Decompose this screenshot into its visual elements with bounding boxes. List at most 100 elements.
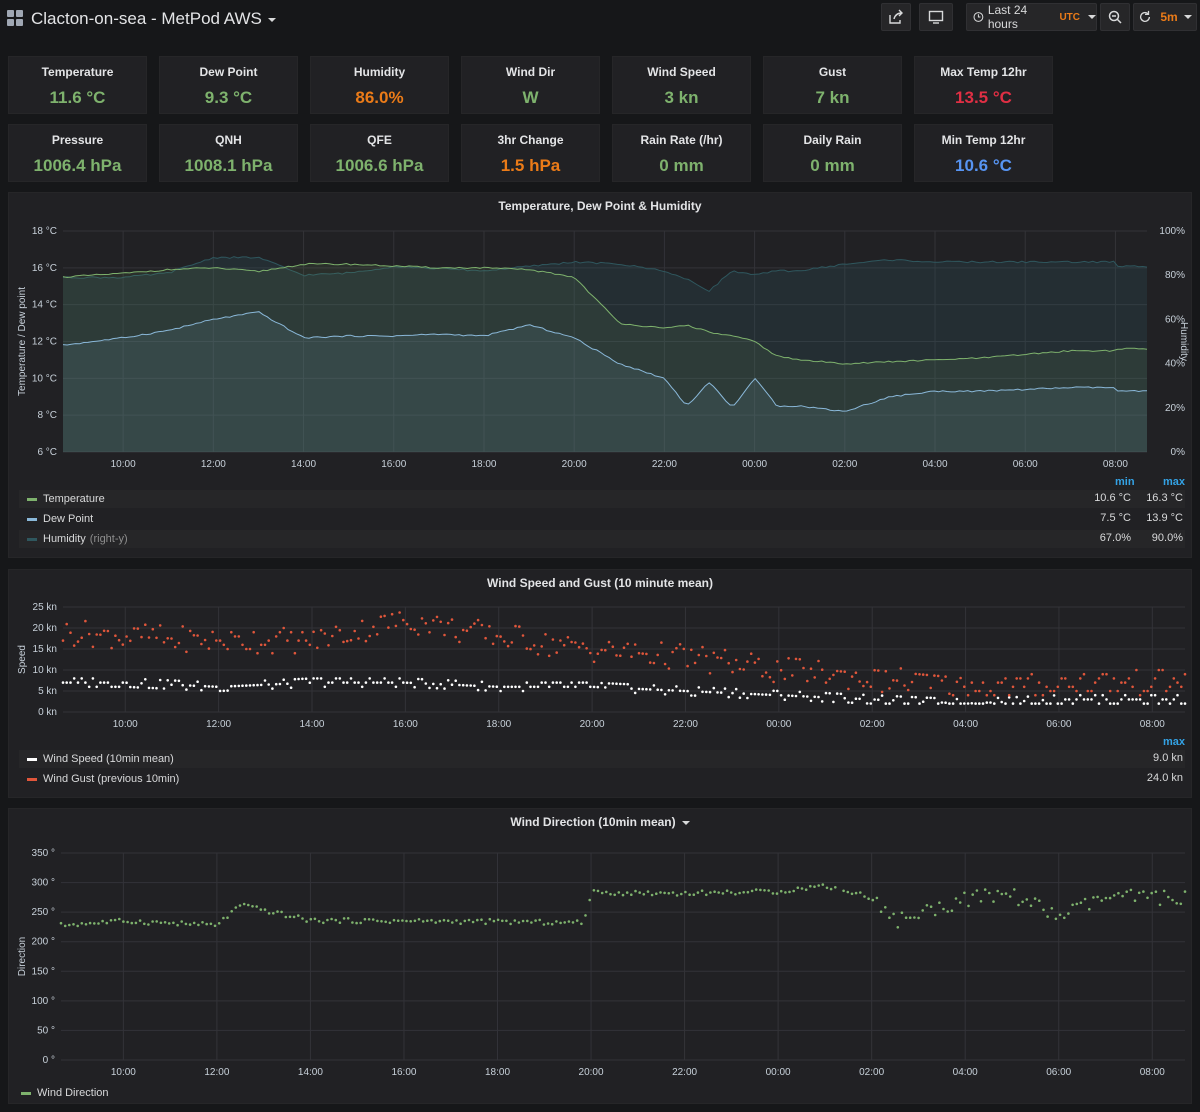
data-point xyxy=(1033,897,1037,900)
panel-title: Wind Direction (10min mean) xyxy=(510,815,676,829)
data-point xyxy=(117,685,121,689)
data-point xyxy=(349,677,353,680)
data-point xyxy=(753,661,757,664)
data-point xyxy=(642,893,646,896)
data-point xyxy=(779,668,783,672)
stat-panel-wind-speed[interactable]: Wind Speed 3 kn xyxy=(612,56,751,114)
temperature-panel[interactable]: Temperature, Dew Point & Humidity 18 °C 1… xyxy=(8,192,1192,558)
legend-item-dew-point[interactable]: Dew Point 7.5 °C 13.9 °C xyxy=(19,510,1185,528)
data-point xyxy=(983,888,987,891)
data-point xyxy=(509,922,512,926)
data-point xyxy=(1121,894,1124,898)
data-point xyxy=(1172,698,1176,701)
data-point xyxy=(988,891,991,895)
series-line-temperature[interactable] xyxy=(62,262,1148,365)
stat-panel-pressure[interactable]: Pressure 1006.4 hPa xyxy=(8,124,147,182)
data-point xyxy=(503,640,506,643)
data-point xyxy=(566,636,570,639)
dashboard-title[interactable]: Clacton-on-sea - MetPod AWS xyxy=(31,9,276,29)
y-tick-label: 12 °C xyxy=(32,337,57,348)
data-point xyxy=(914,695,917,699)
data-point xyxy=(438,919,442,923)
tv-mode-button[interactable] xyxy=(919,3,953,31)
time-picker-button[interactable]: Last 24 hours UTC xyxy=(966,3,1097,31)
share-button[interactable] xyxy=(881,3,911,31)
data-point xyxy=(742,668,745,671)
data-point xyxy=(432,682,435,686)
data-point xyxy=(1079,677,1082,680)
stat-panel-qnh[interactable]: QNH 1008.1 hPa xyxy=(159,124,298,182)
data-point xyxy=(114,634,117,637)
legend-item-wind-speed[interactable]: Wind Speed (10min mean) 9.0 kn xyxy=(19,750,1185,768)
data-point xyxy=(1071,903,1074,907)
stat-panel-qfe[interactable]: QFE 1006.6 hPa xyxy=(310,124,449,182)
x-tick-label: 14:00 xyxy=(298,1067,323,1078)
dashboard-grid-icon[interactable] xyxy=(7,10,23,26)
data-point xyxy=(1064,677,1067,680)
stat-panel-daily-rain[interactable]: Daily Rain 0 mm xyxy=(763,124,902,182)
data-point xyxy=(686,689,689,693)
data-point xyxy=(1142,702,1146,705)
series-line-humidity[interactable] xyxy=(62,256,1148,293)
wind-speed-chart[interactable]: 25 kn 20 kn 15 kn 10 kn 5 kn 0 kn 10:00 12:00 14… xyxy=(9,570,1193,799)
data-point xyxy=(734,687,738,691)
legend-item-wind-direction[interactable]: Wind Direction xyxy=(13,1084,109,1102)
data-point xyxy=(925,904,929,907)
data-point xyxy=(580,922,583,926)
data-point xyxy=(675,646,678,650)
data-point xyxy=(147,686,151,690)
wind-direction-chart[interactable]: 350 ° 300 ° 250 ° 200 ° 150 ° 100 ° 50 ° 0 ° 10:… xyxy=(9,809,1193,1105)
stat-panel-humidity[interactable]: Humidity 86.0% xyxy=(310,56,449,114)
data-point xyxy=(196,680,199,683)
x-tick-label: 18:00 xyxy=(486,719,511,730)
data-point xyxy=(424,622,428,625)
data-point xyxy=(1067,685,1071,689)
x-tick-label: 14:00 xyxy=(291,459,316,470)
legend-item-temperature[interactable]: Temperature 10.6 °C 16.3 °C xyxy=(19,490,1185,508)
panel-title-dropdown[interactable]: Wind Direction (10min mean) xyxy=(9,815,1191,829)
temperature-chart[interactable]: 18 °C 16 °C 14 °C 12 °C 10 °C 8 °C 6 °C 10:00 12… xyxy=(9,193,1193,559)
data-point xyxy=(1041,693,1045,697)
stat-panel-wind-dir[interactable]: Wind Dir W xyxy=(461,56,600,114)
data-point xyxy=(259,908,263,911)
stat-panel-min-temp-12hr[interactable]: Min Temp 12hr 10.6 °C xyxy=(914,124,1053,182)
data-point xyxy=(936,702,940,705)
stat-panel-temperature[interactable]: Temperature 11.6 °C xyxy=(8,56,147,114)
legend-item-wind-gust[interactable]: Wind Gust (previous 10min) 24.0 kn xyxy=(19,770,1185,788)
x-tick-label: 08:00 xyxy=(1140,719,1165,730)
data-point xyxy=(913,916,916,919)
data-point xyxy=(925,696,929,699)
legend-item-humidity[interactable]: Humidity (right-y) 67.0% 90.0% xyxy=(19,530,1185,548)
data-point xyxy=(884,702,888,705)
data-point xyxy=(908,916,912,919)
data-point xyxy=(510,685,514,689)
data-point xyxy=(1183,672,1187,676)
data-point xyxy=(544,633,547,636)
wind-speed-panel[interactable]: Wind Speed and Gust (10 minute mean) 25 … xyxy=(8,569,1192,798)
data-point xyxy=(446,621,450,625)
data-point xyxy=(114,685,117,689)
legend-max-value: 13.9 °C xyxy=(1146,512,1183,524)
data-point xyxy=(1015,695,1018,699)
stat-panel-rain-rate-hr[interactable]: Rain Rate (/hr) 0 mm xyxy=(612,124,751,182)
stat-panel-3hr-change[interactable]: 3hr Change 1.5 hPa xyxy=(461,124,600,182)
data-point xyxy=(1168,685,1172,689)
data-point xyxy=(288,915,292,919)
data-point xyxy=(828,692,831,695)
refresh-button[interactable]: 5m xyxy=(1133,3,1197,31)
data-point xyxy=(180,920,183,923)
stat-panel-dew-point[interactable]: Dew Point 9.3 °C xyxy=(159,56,298,114)
series-line-dew-point[interactable] xyxy=(62,311,1148,412)
data-point xyxy=(360,619,364,623)
wind-direction-panel[interactable]: Wind Direction (10min mean) 350 ° 300 ° 25… xyxy=(8,808,1192,1104)
stat-panel-gust[interactable]: Gust 7 kn xyxy=(763,56,902,114)
data-point xyxy=(1034,702,1037,705)
stat-value: 10.6 °C xyxy=(955,156,1012,175)
data-point xyxy=(757,657,760,661)
data-point xyxy=(1058,913,1062,917)
zoom-out-button[interactable] xyxy=(1100,3,1130,31)
data-point xyxy=(1049,689,1052,693)
stat-panel-max-temp-12hr[interactable]: Max Temp 12hr 13.5 °C xyxy=(914,56,1053,114)
data-point xyxy=(405,622,409,626)
stat-title: Wind Dir xyxy=(505,65,556,79)
